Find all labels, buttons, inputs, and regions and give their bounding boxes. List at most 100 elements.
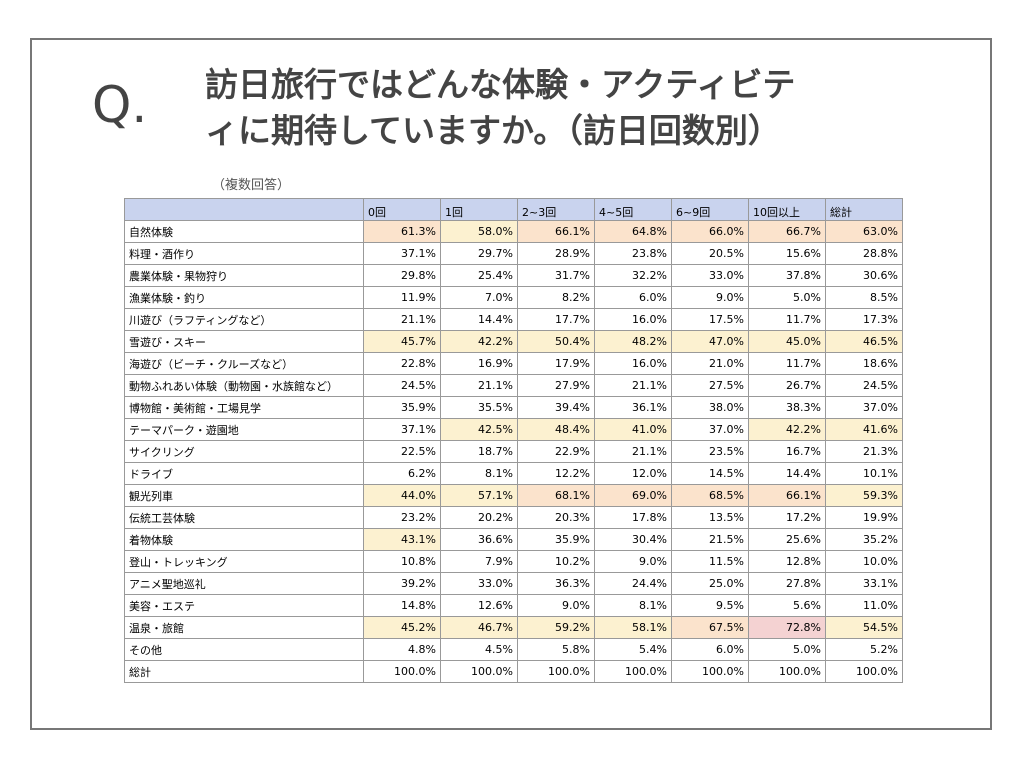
row-label: 川遊び（ラフティングなど） — [124, 308, 364, 331]
cell: 68.1% — [517, 484, 595, 507]
cell: 39.2% — [363, 572, 441, 595]
cell: 48.2% — [594, 330, 672, 353]
row: 博物館・美術館・工場見学 35.9% 35.5% 39.4% 36.1% 38.0% 38.… — [124, 396, 903, 419]
cell: 66.7% — [748, 220, 826, 243]
cell: 61.3% — [363, 220, 441, 243]
column-header: 2~3回 — [517, 198, 595, 221]
cell: 20.3% — [517, 506, 595, 529]
cell: 24.4% — [594, 572, 672, 595]
row-label: 漁業体験・釣り — [124, 286, 364, 309]
cell: 6.0% — [671, 638, 749, 661]
cell: 5.4% — [594, 638, 672, 661]
cell: 42.2% — [748, 418, 826, 441]
cell: 21.3% — [825, 440, 903, 463]
row-label: 動物ふれあい体験（動物園・水族館など） — [124, 374, 364, 397]
cell: 22.8% — [363, 352, 441, 375]
cell: 8.1% — [440, 462, 518, 485]
cell: 36.3% — [517, 572, 595, 595]
cell: 5.0% — [748, 638, 826, 661]
header-row: 0回 1回 2~3回 4~5回 6~9回 10回以上 総計 — [124, 198, 903, 221]
title: 訪日旅行ではどんな体験・アクティビテ ィに期待していますか。（訪日回数別） — [205, 62, 795, 154]
cell: 68.5% — [671, 484, 749, 507]
cell: 28.8% — [825, 242, 903, 265]
cell: 21.1% — [363, 308, 441, 331]
row: 川遊び（ラフティングなど） 21.1% 14.4% 17.7% 16.0% 17.5% 11… — [124, 308, 903, 331]
row-label: 農業体験・果物狩り — [124, 264, 364, 287]
cell: 36.1% — [594, 396, 672, 419]
cell: 10.8% — [363, 550, 441, 573]
cell: 28.9% — [517, 242, 595, 265]
cell: 100.0% — [671, 660, 749, 683]
cell: 17.8% — [594, 506, 672, 529]
cell: 9.0% — [671, 286, 749, 309]
row-label: 観光列車 — [124, 484, 364, 507]
cell: 17.5% — [671, 308, 749, 331]
cell: 14.8% — [363, 594, 441, 617]
row-label: 美容・エステ — [124, 594, 364, 617]
cell: 29.7% — [440, 242, 518, 265]
cell: 12.0% — [594, 462, 672, 485]
table: 0回 1回 2~3回 4~5回 6~9回 10回以上 総計 自然体験 61.3% 58.0% 66.… — [124, 198, 903, 683]
frame — [30, 38, 992, 730]
row: 農業体験・果物狩り 29.8% 25.4% 31.7% 32.2% 33.0% 37.8% 3… — [124, 264, 903, 287]
cell: 7.0% — [440, 286, 518, 309]
cell: 59.2% — [517, 616, 595, 639]
cell: 37.8% — [748, 264, 826, 287]
cell: 42.2% — [440, 330, 518, 353]
cell: 21.5% — [671, 528, 749, 551]
q-mark: Q. — [92, 76, 148, 134]
cell: 42.5% — [440, 418, 518, 441]
cell: 13.5% — [671, 506, 749, 529]
row: 海遊び（ビーチ・クルーズなど） 22.8% 16.9% 17.9% 16.0% 21.0%… — [124, 352, 903, 375]
cell: 19.9% — [825, 506, 903, 529]
cell: 17.3% — [825, 308, 903, 331]
cell: 5.6% — [748, 594, 826, 617]
cell: 8.2% — [517, 286, 595, 309]
cell: 4.8% — [363, 638, 441, 661]
row: 料理・酒作り 37.1% 29.7% 28.9% 23.8% 20.5% 15.6% 28.8… — [124, 242, 903, 265]
cell: 48.4% — [517, 418, 595, 441]
cell: 100.0% — [594, 660, 672, 683]
cell: 7.9% — [440, 550, 518, 573]
cell: 25.6% — [748, 528, 826, 551]
cell: 37.0% — [671, 418, 749, 441]
cell: 63.0% — [825, 220, 903, 243]
cell: 20.5% — [671, 242, 749, 265]
cell: 8.1% — [594, 594, 672, 617]
cell: 18.6% — [825, 352, 903, 375]
column-header — [124, 198, 364, 221]
cell: 58.1% — [594, 616, 672, 639]
cell: 17.9% — [517, 352, 595, 375]
cell: 37.1% — [363, 418, 441, 441]
row-label: 総計 — [124, 660, 364, 683]
cell: 16.0% — [594, 352, 672, 375]
cell: 6.0% — [594, 286, 672, 309]
row: 温泉・旅館 45.2% 46.7% 59.2% 58.1% 67.5% 72.8% 54.5% — [124, 616, 903, 639]
cell: 35.5% — [440, 396, 518, 419]
cell: 11.7% — [748, 352, 826, 375]
cell: 6.2% — [363, 462, 441, 485]
cell: 66.1% — [517, 220, 595, 243]
cell: 16.9% — [440, 352, 518, 375]
cell: 38.0% — [671, 396, 749, 419]
cell: 16.7% — [748, 440, 826, 463]
cell: 39.4% — [517, 396, 595, 419]
cell: 10.0% — [825, 550, 903, 573]
cell: 4.5% — [440, 638, 518, 661]
cell: 41.6% — [825, 418, 903, 441]
cell: 5.0% — [748, 286, 826, 309]
cell: 11.9% — [363, 286, 441, 309]
cell: 26.7% — [748, 374, 826, 397]
cell: 10.1% — [825, 462, 903, 485]
row: 自然体験 61.3% 58.0% 66.1% 64.8% 66.0% 66.7% 63.0% — [124, 220, 903, 243]
cell: 36.6% — [440, 528, 518, 551]
cell: 12.6% — [440, 594, 518, 617]
cell: 23.8% — [594, 242, 672, 265]
row-label: 料理・酒作り — [124, 242, 364, 265]
cell: 30.4% — [594, 528, 672, 551]
row: 動物ふれあい体験（動物園・水族館など） 24.5% 21.1% 27.9% 21.1% 2… — [124, 374, 903, 397]
row-label: その他 — [124, 638, 364, 661]
column-header: 4~5回 — [594, 198, 672, 221]
cell: 21.1% — [594, 374, 672, 397]
cell: 37.1% — [363, 242, 441, 265]
